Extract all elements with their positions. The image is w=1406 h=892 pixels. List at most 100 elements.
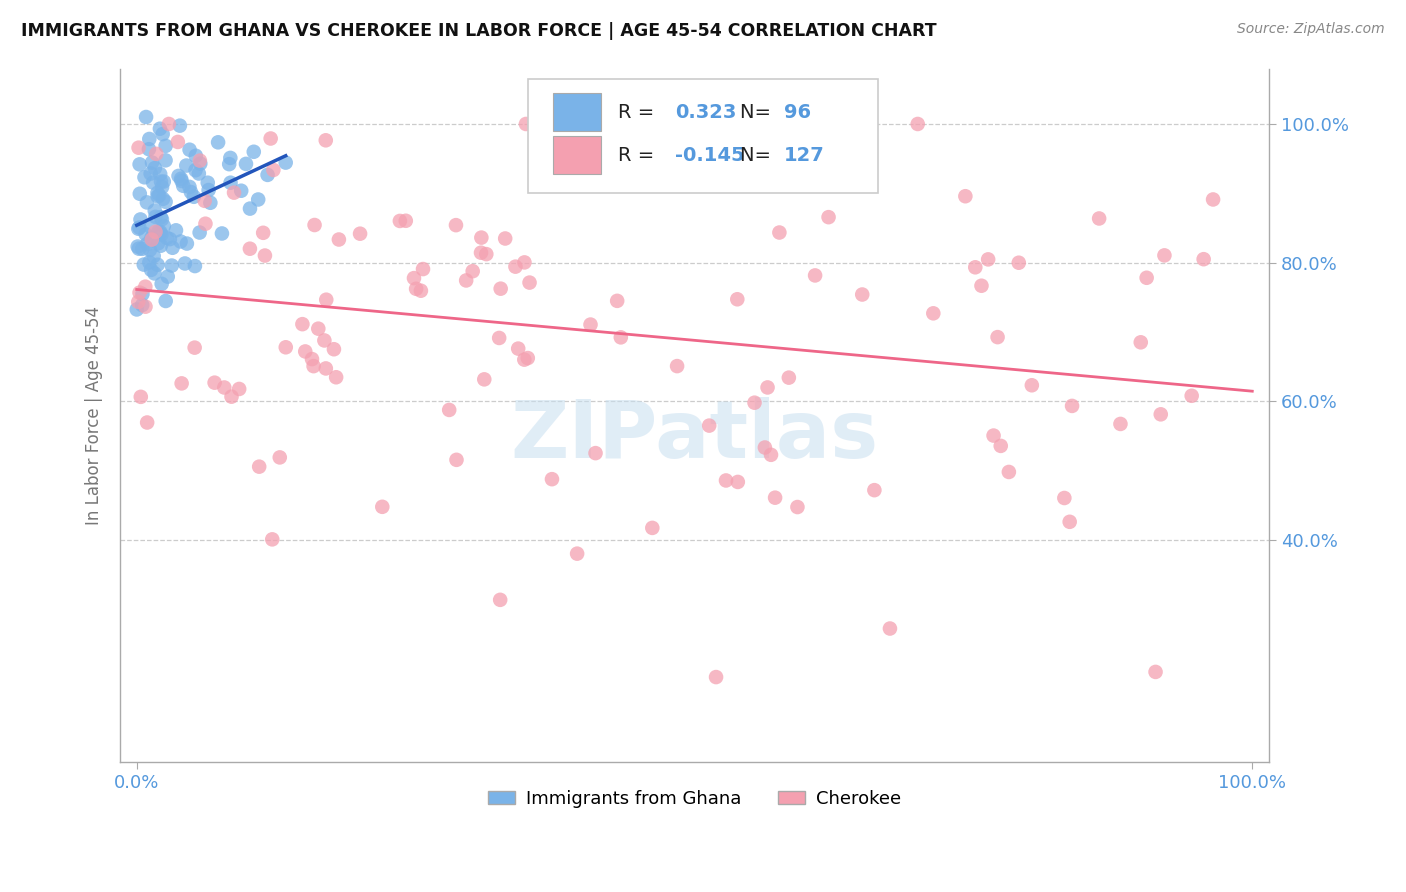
Point <box>294 344 316 359</box>
Point <box>152 127 174 141</box>
Point <box>138 142 160 156</box>
Point <box>513 255 536 269</box>
Point <box>1008 256 1031 270</box>
Point <box>143 267 166 281</box>
Point <box>756 380 779 394</box>
Point <box>221 390 243 404</box>
Point <box>159 232 181 246</box>
Point <box>129 212 152 227</box>
Point <box>446 453 468 467</box>
Point <box>149 225 172 239</box>
Point <box>150 180 173 194</box>
Point <box>143 203 166 218</box>
Point <box>132 258 155 272</box>
Point <box>314 334 336 348</box>
Point <box>165 223 187 237</box>
Text: R =: R = <box>617 103 659 121</box>
Point <box>252 226 274 240</box>
Text: Source: ZipAtlas.com: Source: ZipAtlas.com <box>1237 22 1385 37</box>
Point <box>160 259 183 273</box>
Point <box>179 143 201 157</box>
Point <box>231 184 253 198</box>
Point <box>184 149 207 163</box>
Point <box>176 159 198 173</box>
Point <box>149 121 172 136</box>
Point <box>269 450 291 465</box>
Point <box>456 273 478 287</box>
Point <box>128 141 150 155</box>
Point <box>262 163 284 178</box>
Point <box>188 226 211 240</box>
Point <box>152 175 174 189</box>
Point <box>167 169 190 183</box>
Point <box>1088 211 1111 226</box>
Point <box>194 194 217 208</box>
Point <box>218 157 240 171</box>
Point <box>146 258 169 272</box>
Point <box>409 284 432 298</box>
Point <box>127 294 149 309</box>
Point <box>239 202 262 216</box>
FancyBboxPatch shape <box>553 93 602 131</box>
Point <box>194 217 217 231</box>
Point <box>515 117 537 131</box>
Point <box>315 361 337 376</box>
Point <box>197 183 219 197</box>
Point <box>641 521 664 535</box>
Point <box>247 459 270 474</box>
Point <box>1109 417 1132 431</box>
Point <box>183 341 205 355</box>
Point <box>754 441 776 455</box>
Point <box>444 218 467 232</box>
Point <box>304 218 326 232</box>
Point <box>1060 399 1083 413</box>
Point <box>135 195 157 210</box>
Point <box>1021 378 1043 392</box>
Text: N=: N= <box>741 103 778 121</box>
Point <box>585 446 607 460</box>
Point <box>610 330 633 344</box>
Point <box>149 238 172 252</box>
Point <box>135 110 157 124</box>
Text: 96: 96 <box>785 103 811 121</box>
Point <box>579 318 602 332</box>
Point <box>188 156 211 170</box>
Point <box>183 190 205 204</box>
Point <box>744 395 766 409</box>
Point <box>817 210 839 224</box>
Point <box>142 249 165 263</box>
Point <box>970 278 993 293</box>
Point <box>516 351 538 365</box>
Point <box>204 376 226 390</box>
Point <box>508 342 530 356</box>
Point <box>1181 389 1204 403</box>
Point <box>907 117 929 131</box>
Point <box>134 279 156 293</box>
Point <box>301 352 323 367</box>
Point <box>127 221 149 235</box>
Point <box>371 500 394 514</box>
Text: -0.145: -0.145 <box>675 145 745 165</box>
Point <box>302 359 325 373</box>
Point <box>150 227 173 242</box>
Point <box>763 153 786 168</box>
Point <box>176 236 198 251</box>
FancyBboxPatch shape <box>527 78 879 194</box>
Point <box>983 428 1005 442</box>
Point <box>274 340 297 354</box>
Point <box>141 233 163 247</box>
Point <box>851 287 873 301</box>
Point <box>128 220 150 235</box>
Point <box>666 359 689 373</box>
Point <box>759 448 782 462</box>
Point <box>804 268 827 283</box>
Point <box>131 242 153 256</box>
Point <box>150 277 173 291</box>
Text: 0.323: 0.323 <box>675 103 737 121</box>
Point <box>768 226 790 240</box>
Point <box>145 146 167 161</box>
Point <box>470 230 492 244</box>
Point <box>1129 335 1152 350</box>
Point <box>138 132 160 146</box>
Point <box>253 248 276 262</box>
